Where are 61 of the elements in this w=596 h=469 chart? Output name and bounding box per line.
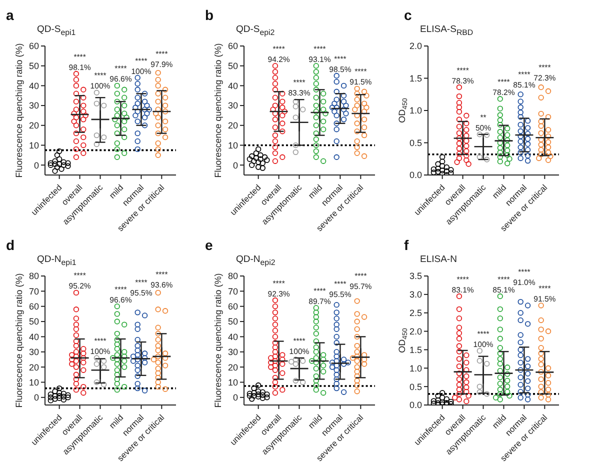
y-tick-label: 1.0 [409, 106, 422, 116]
y-tick-label: 50 [28, 316, 39, 327]
y-tick-label: 0 [34, 392, 39, 403]
y-tick-label: 50 [228, 316, 238, 327]
y-tick-label: 2.0 [409, 41, 422, 52]
y-tick-label: 3.0 [409, 290, 422, 300]
chart-title: b [205, 7, 214, 23]
y-tick-label: 40 [228, 80, 238, 91]
y-tick-label: 20 [228, 362, 238, 372]
y-tick-label: 30 [28, 100, 39, 111]
y-tick-label: 10 [28, 377, 39, 388]
chart-subtitle: QD-N$_{epi2}$ [236, 254, 276, 268]
y-tick-label: 70 [228, 286, 238, 296]
y-tick-label: 0 [34, 160, 39, 170]
chart-title: e [205, 237, 213, 253]
chart-title: d [6, 237, 15, 253]
y-tick-label: 80 [28, 271, 39, 282]
y-axis-title: Fluorescence quenching ratio (%) [213, 273, 223, 408]
y-tick-label: 30 [228, 347, 238, 358]
y-tick-label: 50 [28, 61, 39, 72]
y-tick-label: 60 [28, 41, 39, 52]
y-tick-label: 2.5 [409, 308, 422, 318]
chart-subtitle: QD-N$_{epi1}$ [37, 254, 76, 268]
chart-subtitle: QD-S$_{epi2}$ [236, 24, 275, 38]
chart-title: c [404, 7, 412, 23]
y-tick-label: 0.5 [409, 138, 422, 148]
chart-subtitle: ELISA-S$_{RBD}$ [420, 24, 474, 38]
y-tick-label: 1.5 [409, 73, 422, 84]
y-tick-label: 0.5 [409, 382, 422, 392]
y-tick-label: 70 [28, 286, 39, 296]
chart-subtitle: QD-S$_{epi1}$ [37, 24, 76, 38]
y-tick-label: 60 [228, 41, 238, 52]
y-tick-label: 0 [232, 392, 238, 403]
y-tick-label: 20 [228, 120, 238, 131]
y-tick-label: 10 [228, 140, 238, 150]
y-tick-label: 60 [228, 302, 238, 312]
y-tick-label: 10 [28, 140, 39, 150]
y-tick-label: 40 [228, 332, 238, 342]
y-tick-label: 0.0 [409, 170, 422, 180]
y-tick-label: 80 [228, 271, 238, 282]
y-tick-label: 0.0 [409, 400, 422, 410]
chart-title: a [6, 7, 14, 23]
chart-title: f [404, 237, 409, 253]
y-tick-label: 2.0 [409, 326, 422, 336]
y-tick-label: 10 [228, 377, 238, 388]
y-axis-title: Fluorescence quenching ratio (%) [14, 273, 24, 408]
y-axis-title: Fluorescence quenching ratio (%) [213, 43, 223, 178]
y-tick-label: 40 [28, 332, 39, 342]
y-axis-title: Fluorescence quenching ratio (%) [14, 43, 24, 178]
chart-subtitle: ELISA-N [420, 254, 457, 265]
y-tick-label: 50 [228, 61, 238, 72]
y-tick-label: 60 [28, 302, 39, 312]
y-tick-label: 20 [28, 362, 39, 372]
y-tick-label: 1.5 [409, 344, 422, 355]
y-tick-label: 20 [28, 120, 39, 131]
y-tick-label: 40 [28, 80, 39, 91]
y-tick-label: 1.0 [409, 363, 422, 374]
y-tick-label: 3.5 [409, 271, 422, 282]
y-tick-label: 30 [228, 100, 238, 111]
y-tick-label: 0 [232, 160, 238, 170]
y-tick-label: 30 [28, 347, 39, 358]
